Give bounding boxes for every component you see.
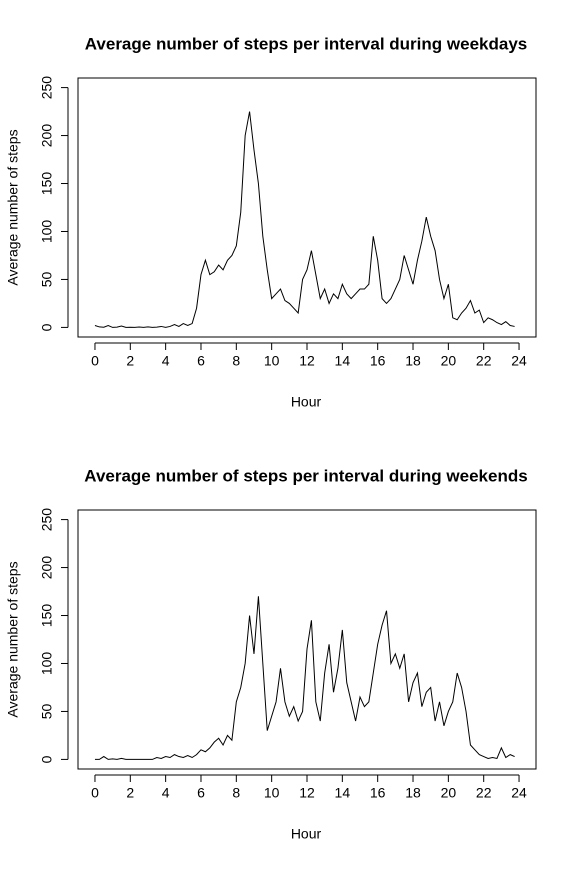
- y-tick-label: 100: [39, 652, 55, 676]
- x-tick-label: 6: [197, 353, 205, 369]
- y-tick-label: 0: [39, 323, 55, 331]
- x-tick-label: 22: [476, 353, 492, 369]
- chart-title: Average number of steps per interval dur…: [84, 466, 527, 485]
- y-tick-label: 50: [39, 271, 55, 287]
- x-tick-label: 24: [511, 785, 527, 801]
- chart-title: Average number of steps per interval dur…: [85, 34, 527, 53]
- x-tick-label: 0: [91, 353, 99, 369]
- y-tick-label: 150: [39, 172, 55, 196]
- x-tick-label: 8: [232, 785, 240, 801]
- x-tick-label: 12: [299, 353, 315, 369]
- plot-box: [77, 509, 537, 770]
- y-tick-label: 200: [39, 124, 55, 148]
- x-tick-label: 20: [441, 353, 457, 369]
- x-tick-label: 10: [264, 353, 280, 369]
- y-tick-label: 100: [39, 220, 55, 244]
- y-tick-label: 0: [39, 755, 55, 763]
- x-tick-label: 16: [370, 785, 386, 801]
- x-tick-label: 4: [162, 353, 170, 369]
- x-axis-label: Hour: [291, 394, 322, 410]
- x-tick-label: 14: [335, 785, 351, 801]
- x-tick-label: 16: [370, 353, 386, 369]
- data-line: [94, 111, 515, 328]
- y-tick-label: 150: [39, 604, 55, 628]
- x-tick-label: 22: [476, 785, 492, 801]
- x-tick-label: 20: [441, 785, 457, 801]
- y-axis-label: Average number of steps: [5, 129, 21, 285]
- x-tick-label: 2: [126, 353, 134, 369]
- plot-box: [77, 77, 537, 338]
- y-axis-label: Average number of steps: [5, 561, 21, 717]
- x-tick-label: 4: [162, 785, 170, 801]
- y-tick-label: 250: [39, 76, 55, 100]
- x-tick-label: 10: [264, 785, 280, 801]
- y-tick-label: 250: [39, 508, 55, 532]
- y-tick-label: 200: [39, 556, 55, 580]
- x-tick-label: 14: [335, 353, 351, 369]
- y-tick-label: 50: [39, 703, 55, 719]
- x-tick-label: 18: [405, 785, 421, 801]
- x-tick-label: 24: [511, 353, 527, 369]
- data-line: [94, 596, 515, 760]
- x-tick-label: 6: [197, 785, 205, 801]
- x-tick-label: 12: [299, 785, 315, 801]
- x-tick-label: 2: [126, 785, 134, 801]
- x-tick-label: 18: [405, 353, 421, 369]
- x-tick-label: 8: [232, 353, 240, 369]
- x-tick-label: 0: [91, 785, 99, 801]
- x-axis-label: Hour: [291, 826, 322, 842]
